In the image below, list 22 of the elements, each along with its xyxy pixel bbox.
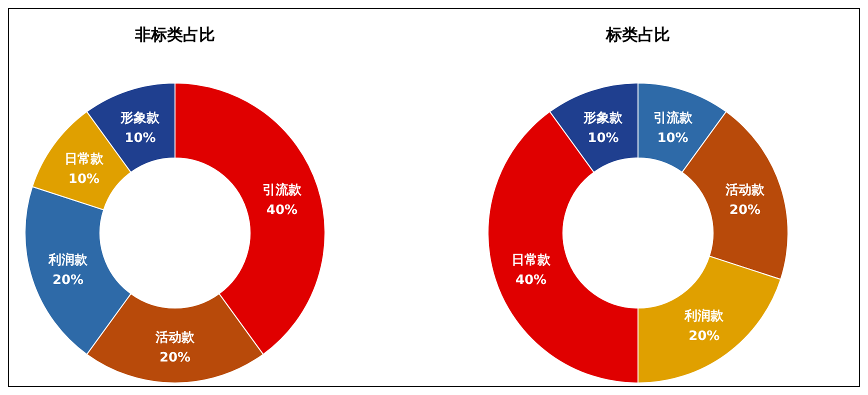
slice-label: 引流款: [262, 182, 302, 198]
data-label: 20%: [52, 272, 84, 288]
chart-title: 标类占比: [605, 25, 670, 44]
data-label: 20%: [688, 329, 720, 344]
slice-label: 形象款: [120, 111, 161, 126]
chart-title: 非标类占比: [134, 25, 215, 44]
data-label: 20%: [159, 350, 191, 366]
slice-label: 日常款: [64, 152, 104, 167]
slice-label: 形象款: [582, 111, 624, 126]
data-label: 10%: [68, 172, 100, 187]
data-label: 10%: [588, 131, 619, 146]
slice-label: 活动款: [154, 330, 196, 346]
data-label: 10%: [657, 131, 688, 146]
data-label: 40%: [515, 272, 547, 288]
slice-label: 日常款: [512, 252, 552, 268]
data-label: 10%: [124, 131, 156, 146]
slice-label: 引流款: [653, 110, 694, 126]
slice-label: 利润款: [684, 308, 725, 324]
slice-label: 利润款: [48, 252, 89, 268]
data-label: 20%: [729, 203, 761, 218]
data-label: 40%: [266, 203, 298, 218]
slice-label: 活动款: [724, 183, 766, 198]
